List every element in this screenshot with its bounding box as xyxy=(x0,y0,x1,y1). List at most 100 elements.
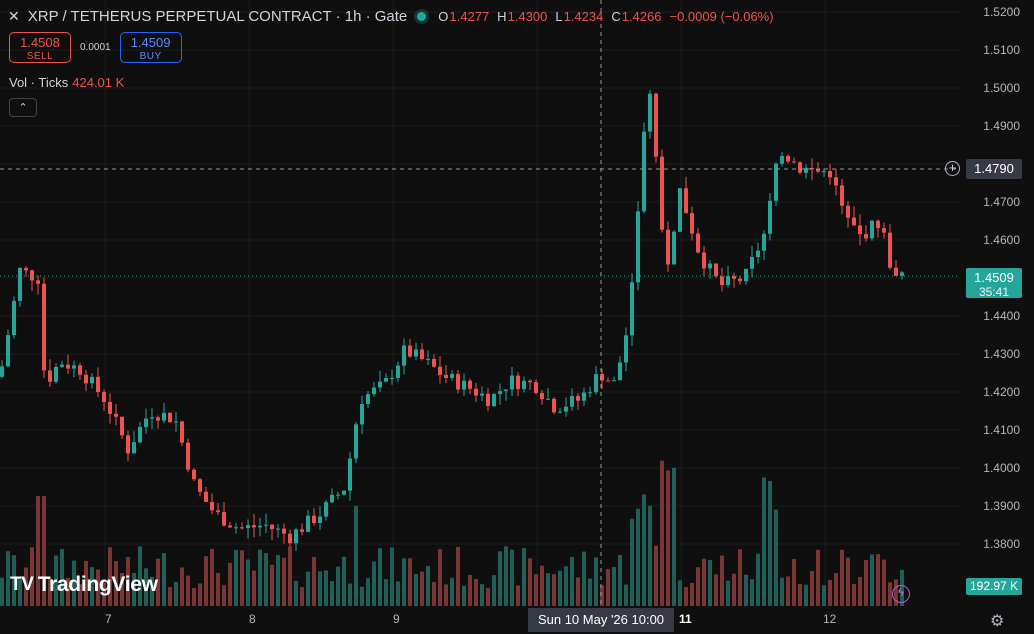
volume-bar xyxy=(492,575,496,606)
volume-bar xyxy=(774,509,778,606)
last-volume-label: 192.97 K xyxy=(966,578,1022,595)
volume-bar xyxy=(618,554,622,606)
volume-bar xyxy=(18,578,22,606)
candle-body xyxy=(624,335,628,363)
volume-bar xyxy=(144,568,148,606)
volume-bar xyxy=(390,547,394,606)
volume-bar xyxy=(186,575,190,606)
price-tick-label: 1.3900 xyxy=(983,499,1020,513)
candle-body xyxy=(852,217,856,226)
candle-body xyxy=(900,272,904,276)
volume-bar xyxy=(264,553,268,606)
volume-bar xyxy=(606,569,610,606)
volume-bar xyxy=(96,569,100,606)
volume-label: Vol · Ticks xyxy=(9,75,69,90)
volume-bar xyxy=(78,584,82,606)
volume-bar xyxy=(822,585,826,606)
volume-bar xyxy=(156,558,160,606)
candle-body xyxy=(786,156,790,162)
price-tick-label: 1.4200 xyxy=(983,385,1020,399)
volume-bar xyxy=(804,584,808,606)
candle-body xyxy=(210,501,214,511)
candle-body xyxy=(378,381,382,388)
candle-body xyxy=(42,283,46,371)
volume-bar xyxy=(486,587,490,606)
candle-body xyxy=(546,398,550,400)
buy-label: BUY xyxy=(139,51,162,62)
candle-body xyxy=(534,382,538,393)
volume-legend[interactable]: Vol · Ticks 424.01 K xyxy=(9,75,124,90)
volume-bar xyxy=(678,580,682,606)
candle-body xyxy=(858,225,862,235)
candle-body xyxy=(318,516,322,523)
candle-body xyxy=(774,163,778,201)
candle-body xyxy=(156,417,160,421)
candle-body xyxy=(348,458,352,491)
volume-bar xyxy=(702,558,706,606)
candle-body xyxy=(6,335,10,367)
candle-body xyxy=(282,528,286,534)
volume-bar xyxy=(630,518,634,606)
candle-body xyxy=(792,161,796,163)
sell-button[interactable]: 1.4508 SELL xyxy=(9,32,71,63)
volume-bar xyxy=(828,579,832,606)
candle-body xyxy=(720,276,724,285)
candle-body xyxy=(174,421,178,423)
price-tick-label: 1.4100 xyxy=(983,423,1020,437)
tradingview-logo[interactable]: TV TradingView xyxy=(10,573,158,597)
candle-body xyxy=(60,364,64,367)
volume-bar xyxy=(72,560,76,606)
gear-icon[interactable]: ⚙ xyxy=(990,613,1005,630)
volume-bar xyxy=(864,560,868,606)
candle-body xyxy=(36,280,40,284)
volume-bar xyxy=(672,467,676,606)
volume-bar xyxy=(0,577,4,606)
price-tick-label: 1.4700 xyxy=(983,195,1020,209)
candle-body xyxy=(516,375,520,390)
add-alert-plus-icon[interactable]: + xyxy=(945,161,960,176)
candle-body xyxy=(456,374,460,390)
volume-bar xyxy=(396,581,400,606)
volume-bar xyxy=(120,572,124,606)
candle-body xyxy=(888,232,892,268)
candle-body xyxy=(84,374,88,384)
volume-bar xyxy=(534,574,538,606)
candle-body xyxy=(420,349,424,360)
volume-bar xyxy=(210,548,214,606)
candle-body xyxy=(288,533,292,544)
volume-bar xyxy=(846,557,850,606)
candle-body xyxy=(822,171,826,173)
sell-label: SELL xyxy=(26,51,54,62)
volume-bar xyxy=(240,550,244,606)
candle-body xyxy=(336,494,340,496)
volume-bar xyxy=(312,556,316,606)
candle-body xyxy=(732,276,736,279)
candle-body xyxy=(258,525,262,528)
volume-bar xyxy=(762,477,766,606)
buy-button[interactable]: 1.4509 BUY xyxy=(119,32,182,63)
candle-body xyxy=(744,268,748,282)
candle-body xyxy=(504,389,508,392)
candle-body xyxy=(864,234,868,239)
volume-bar xyxy=(426,565,430,606)
symbol-title[interactable]: XRP / TETHERUS PERPETUAL CONTRACT · 1h ·… xyxy=(27,7,408,25)
candle-body xyxy=(678,188,682,232)
candle-body xyxy=(756,250,760,258)
ohlc-high-key: H xyxy=(497,8,507,24)
flash-icon[interactable]: ϟ xyxy=(892,585,910,603)
candle-body xyxy=(474,388,478,396)
volume-bar xyxy=(636,508,640,606)
candle-body xyxy=(198,479,202,492)
crosshair-time-label: Sun 10 May '26 10:00 xyxy=(528,608,674,632)
collapse-legend-button[interactable]: ⌃ xyxy=(9,98,37,117)
volume-bar xyxy=(732,573,736,606)
volume-bar xyxy=(612,567,616,606)
volume-bar xyxy=(594,557,598,606)
candle-body xyxy=(132,442,136,454)
candle-body xyxy=(582,392,586,401)
close-icon[interactable]: ✕ xyxy=(8,7,20,24)
time-tick-label: 9 xyxy=(393,612,400,626)
candle-body xyxy=(480,393,484,396)
